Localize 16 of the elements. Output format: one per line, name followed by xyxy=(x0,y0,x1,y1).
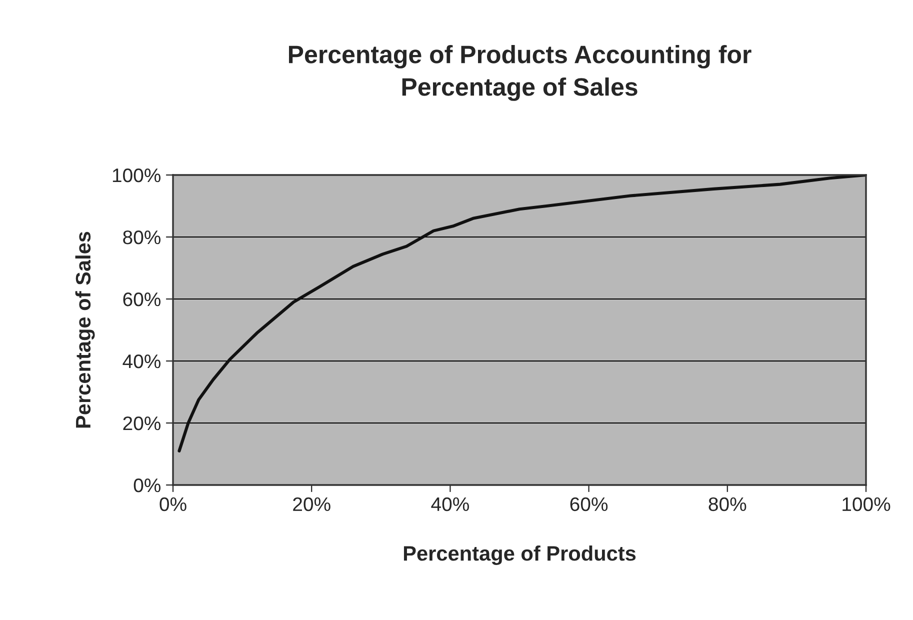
y-axis-title: Percentage of Sales xyxy=(75,232,95,428)
x-tick-label: 80% xyxy=(708,497,746,512)
y-tick-label: 0% xyxy=(134,478,161,492)
chart-title: Percentage of Products Accounting for Percentage of Sales xyxy=(288,45,752,101)
line-series xyxy=(178,175,866,452)
x-tick-label: 20% xyxy=(293,497,330,512)
x-tick-label: 60% xyxy=(570,497,608,512)
y-tick-label: 40% xyxy=(122,354,161,368)
y-tick-label: 60% xyxy=(123,292,161,306)
x-axis-title: Percentage of Products xyxy=(404,545,636,565)
y-tick-label: 80% xyxy=(123,230,161,244)
x-tick-label: 100% xyxy=(842,497,890,512)
x-tick-label: 0% xyxy=(160,497,186,512)
x-tick-label: 40% xyxy=(431,497,469,512)
y-tick-label: 100% xyxy=(112,168,161,182)
y-tick-label: 20% xyxy=(123,416,161,430)
